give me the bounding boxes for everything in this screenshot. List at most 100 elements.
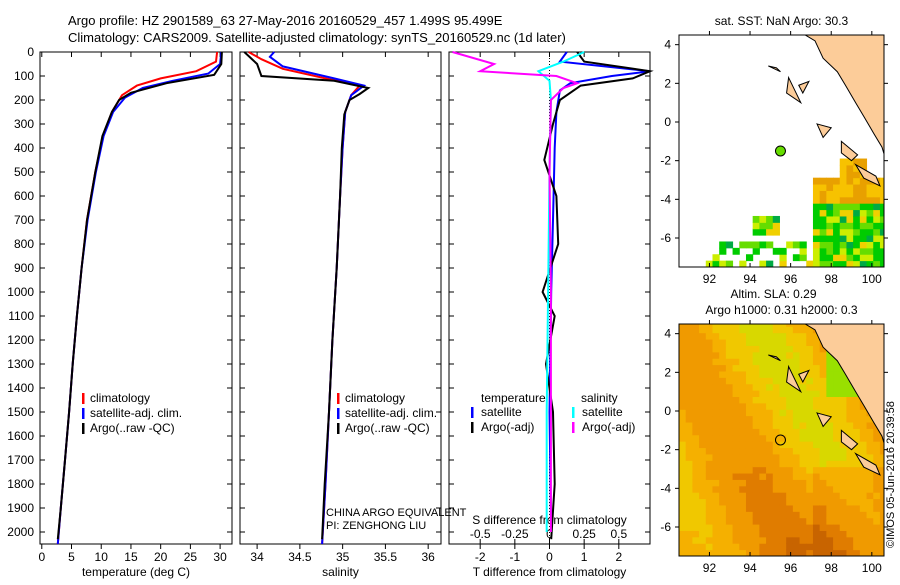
map-cell xyxy=(705,460,713,468)
map-cell xyxy=(759,479,767,487)
map-cell xyxy=(819,543,827,551)
y-tick-label: 200 xyxy=(14,93,34,107)
map-cell xyxy=(779,260,787,267)
map-cell xyxy=(819,428,827,436)
map-cell xyxy=(819,254,827,262)
map-cell xyxy=(812,479,821,487)
copyright-label: ©IMOS 05-Jun-2016 20:39:58 xyxy=(885,401,897,548)
map-cell xyxy=(786,549,794,556)
map-cell xyxy=(819,235,827,242)
map-cell xyxy=(833,434,841,442)
map-cell xyxy=(833,222,841,230)
map-cell xyxy=(685,409,693,417)
map-cell xyxy=(705,517,713,525)
map-cell xyxy=(766,396,774,404)
land-island xyxy=(816,412,833,428)
map-cell xyxy=(725,383,734,391)
map-cell xyxy=(859,184,868,191)
map-cell xyxy=(732,345,740,353)
map-cell xyxy=(839,177,847,185)
map-cell xyxy=(745,332,754,340)
map-cell xyxy=(712,447,720,455)
map-cell xyxy=(812,209,821,217)
map-cell xyxy=(792,504,801,512)
map-cell xyxy=(879,177,884,185)
map-cell xyxy=(752,504,760,512)
map-cell xyxy=(839,543,847,551)
map-cell xyxy=(679,351,687,359)
y-tick-label: 0 xyxy=(27,45,34,59)
map-cell xyxy=(873,241,881,249)
map-cell xyxy=(692,351,700,359)
map-cell xyxy=(772,326,780,334)
map-cell xyxy=(759,460,767,468)
map-cell xyxy=(739,536,747,544)
map-cell xyxy=(846,402,854,410)
map-cell xyxy=(786,492,794,500)
map-cell xyxy=(819,190,827,198)
map-cell xyxy=(745,524,754,531)
map-cell xyxy=(859,190,868,198)
map-cell xyxy=(833,396,841,404)
map-cell xyxy=(833,498,841,506)
map-cell xyxy=(745,498,754,506)
map-cell xyxy=(759,485,767,493)
map-cell xyxy=(833,492,841,500)
map-cell xyxy=(786,351,794,359)
map-cell xyxy=(699,524,707,531)
map-cell xyxy=(812,260,821,267)
panel-difference: -2 -1 0 1 2T difference from climatology -0.5… xyxy=(448,51,654,579)
map-cell xyxy=(745,370,754,378)
map-cell xyxy=(833,422,841,429)
map-cell xyxy=(766,326,774,334)
map-cell xyxy=(779,345,787,353)
map-cell xyxy=(779,370,787,378)
map-cell xyxy=(759,415,767,423)
map-cell xyxy=(819,524,827,531)
map-cell xyxy=(685,479,693,487)
map-cell xyxy=(826,364,834,372)
map-cell xyxy=(859,203,868,211)
map-cell xyxy=(772,479,780,487)
map-cell xyxy=(752,241,760,249)
map-cell xyxy=(772,351,780,359)
map-cell xyxy=(879,498,884,506)
map-cell xyxy=(812,511,821,519)
map-cell xyxy=(745,345,754,353)
legend-label: satellite xyxy=(481,405,522,419)
map-cell xyxy=(866,453,874,461)
map-cell xyxy=(833,190,841,198)
map-cell xyxy=(725,485,734,493)
map-cell xyxy=(679,498,687,506)
map-cell xyxy=(846,422,854,429)
map-cell xyxy=(799,549,807,556)
map-title-line-2: Argo h1000: 0.31 h2000: 0.3 xyxy=(705,303,857,317)
map-cell xyxy=(679,326,687,334)
map-cell xyxy=(846,479,854,487)
map-frame xyxy=(678,34,885,268)
legend-swatch xyxy=(82,423,85,434)
map-cell xyxy=(759,524,767,531)
map-cell xyxy=(812,215,821,223)
map-cell xyxy=(779,504,787,512)
map-cell xyxy=(859,492,868,500)
map-cell xyxy=(806,332,814,340)
map-cell xyxy=(792,517,801,525)
map-cell xyxy=(759,358,767,366)
map-cell xyxy=(692,364,700,372)
map-cell xyxy=(732,383,740,391)
map-cell xyxy=(873,530,881,538)
map-cell xyxy=(839,473,847,480)
map-cell xyxy=(712,358,720,366)
map-cell xyxy=(799,390,807,397)
map-cell xyxy=(712,453,720,461)
map-cell xyxy=(819,549,827,556)
map-cell xyxy=(826,254,834,262)
map-cell xyxy=(766,466,774,474)
map-cell xyxy=(786,339,794,346)
map-cell xyxy=(819,441,827,449)
map-cell xyxy=(766,324,774,327)
map-cell xyxy=(866,498,874,506)
map-cell xyxy=(739,390,747,397)
map-cell xyxy=(819,536,827,544)
